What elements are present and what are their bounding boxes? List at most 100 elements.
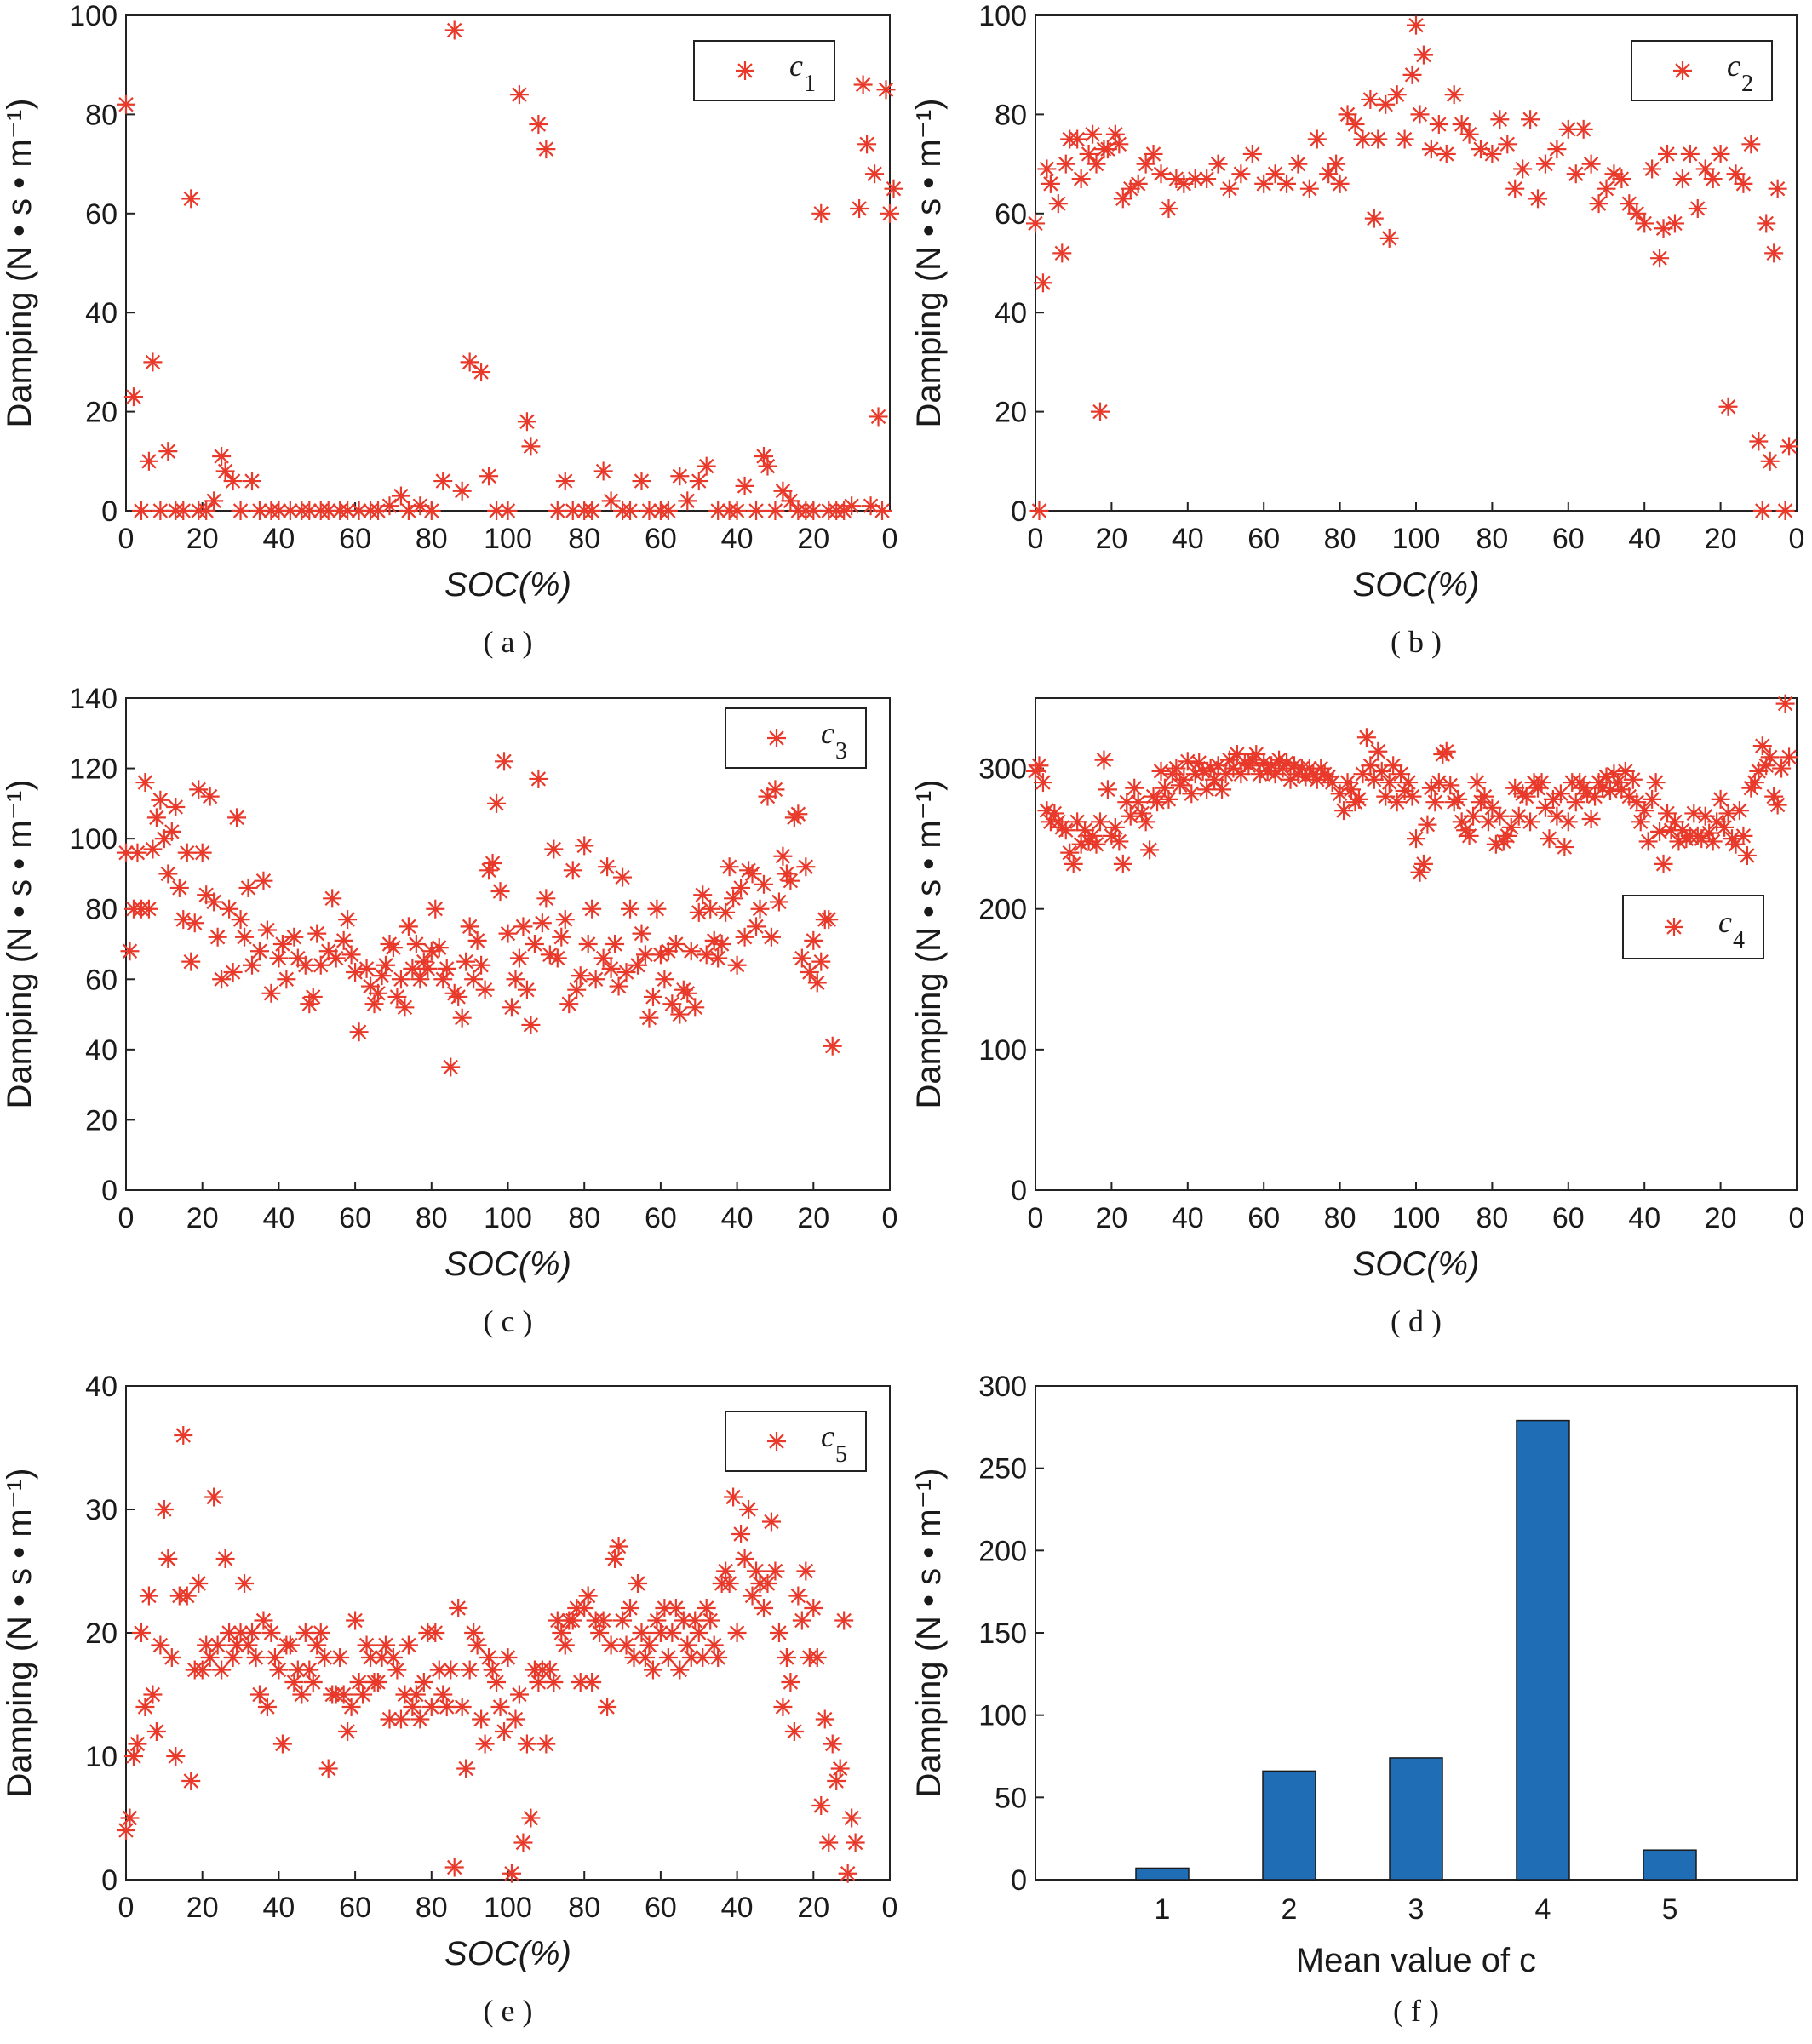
data-point	[387, 1660, 407, 1680]
data-point	[467, 1635, 487, 1655]
x-tick-label: 80	[416, 523, 448, 555]
data-point	[666, 1599, 685, 1617]
data-point	[540, 1660, 559, 1680]
data-point	[674, 1611, 693, 1630]
data-point	[1775, 694, 1795, 713]
data-point	[1486, 834, 1505, 854]
data-point	[1410, 105, 1430, 124]
data-point	[1436, 144, 1456, 163]
data-point	[1041, 174, 1060, 193]
data-point	[1231, 164, 1251, 184]
x-axis-label: SOC(%)	[1353, 1245, 1480, 1283]
data-point	[254, 871, 273, 890]
data-point	[1334, 801, 1354, 821]
data-point	[269, 1660, 289, 1680]
bar-4	[1516, 1419, 1570, 1881]
y-tick-label: 40	[85, 297, 118, 329]
data-point	[1517, 787, 1536, 806]
data-point	[1429, 773, 1448, 793]
data-point	[1402, 787, 1422, 806]
data-point	[376, 955, 395, 975]
data-point	[117, 94, 135, 114]
data-point	[1695, 159, 1715, 179]
y-tick-label: 40	[85, 1034, 118, 1067]
legend: c2	[1631, 40, 1773, 101]
y-tick-label: 250	[978, 1453, 1027, 1486]
data-point	[544, 1673, 564, 1692]
data-point	[311, 1623, 330, 1642]
x-tick-label: 5	[1662, 1893, 1678, 1926]
data-point	[284, 927, 304, 947]
data-point	[708, 948, 728, 968]
data-point	[300, 1660, 319, 1680]
data-point	[169, 878, 189, 897]
data-point	[548, 948, 567, 968]
data-point	[1402, 65, 1422, 84]
data-point	[418, 959, 438, 978]
data-point	[120, 942, 140, 961]
data-point	[1635, 214, 1654, 233]
data-point	[555, 1635, 575, 1655]
data-point	[464, 1623, 484, 1642]
data-point	[1715, 817, 1735, 837]
data-point	[563, 1611, 582, 1630]
data-point	[769, 1623, 788, 1642]
data-point	[238, 1635, 258, 1655]
data-point	[1395, 129, 1414, 149]
data-point	[181, 1772, 201, 1790]
x-tick-label: 60	[645, 523, 677, 555]
data-point	[647, 899, 667, 919]
data-point	[509, 948, 529, 968]
data-point	[158, 864, 178, 884]
data-point	[311, 955, 330, 975]
data-point	[540, 945, 559, 965]
data-point	[735, 1549, 754, 1568]
data-point	[689, 472, 708, 491]
data-point	[1270, 750, 1289, 770]
y-tick-label: 100	[69, 823, 118, 856]
data-point	[220, 1623, 239, 1642]
x-tick-label: 1	[1155, 1893, 1171, 1926]
data-point	[1780, 747, 1799, 767]
data-point	[444, 20, 464, 40]
y-tick-label: 0	[1011, 1864, 1027, 1897]
x-tick-label: 3	[1408, 1893, 1425, 1926]
data-point	[1436, 741, 1456, 761]
data-point	[1581, 810, 1601, 829]
data-point	[544, 839, 564, 859]
legend-marker	[767, 729, 786, 747]
data-point	[334, 1685, 353, 1704]
data-point	[761, 927, 781, 947]
data-point	[139, 451, 158, 471]
data-point	[387, 987, 407, 1006]
data-point	[452, 1008, 472, 1028]
data-point	[1071, 834, 1091, 854]
data-point	[1528, 189, 1548, 209]
data-point	[1113, 854, 1132, 873]
y-tick-label: 100	[978, 1034, 1027, 1067]
data-point	[1729, 801, 1749, 821]
data-point	[777, 1648, 796, 1667]
data-point	[1113, 189, 1132, 209]
x-tick-label: 60	[645, 1202, 677, 1234]
data-point	[823, 1734, 842, 1754]
data-point	[181, 189, 201, 209]
data-point	[601, 1635, 621, 1655]
data-point	[212, 446, 232, 466]
data-point	[174, 1426, 193, 1445]
data-point	[857, 135, 877, 154]
data-point	[338, 501, 358, 520]
plot-area-c	[125, 697, 891, 1191]
legend-label: c	[1718, 905, 1732, 939]
data-point	[1413, 854, 1433, 873]
data-point	[601, 959, 621, 978]
data-point	[318, 1759, 338, 1778]
data-point	[1083, 124, 1103, 144]
data-point	[605, 1549, 625, 1568]
data-point	[139, 899, 158, 919]
data-point	[555, 472, 575, 491]
data-point	[1566, 793, 1586, 812]
data-point	[272, 935, 292, 953]
legend-label: c	[1727, 49, 1740, 83]
data-point	[1094, 750, 1114, 770]
